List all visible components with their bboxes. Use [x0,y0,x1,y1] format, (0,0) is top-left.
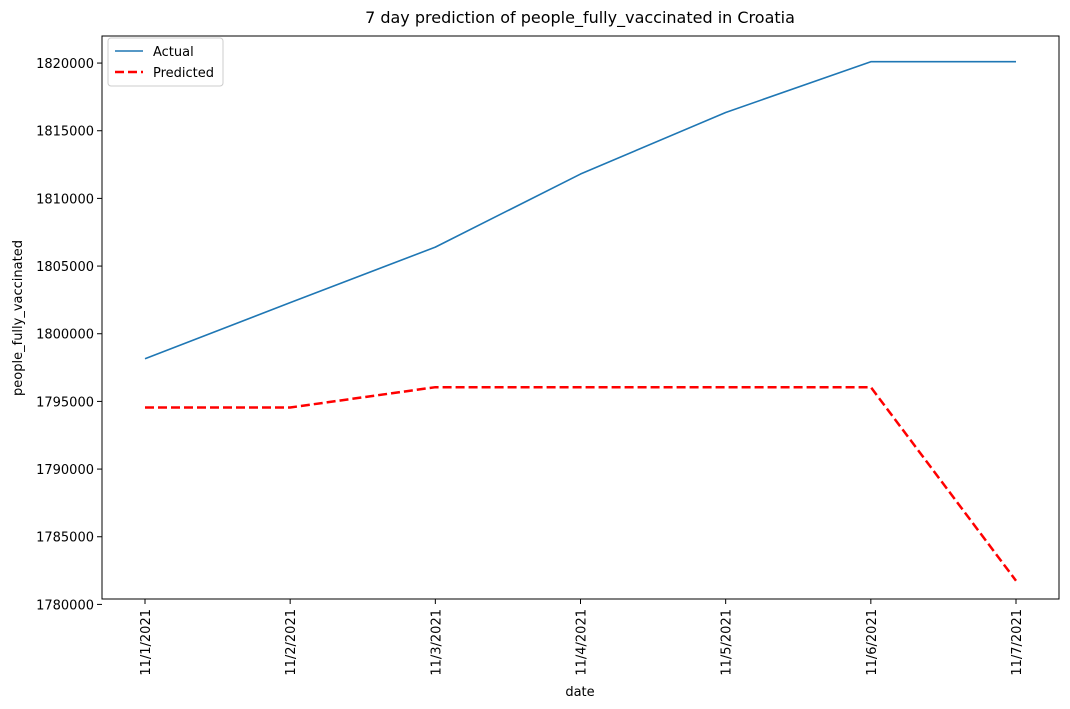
x-tick-label: 11/3/2021 [429,609,444,676]
y-tick-label: 1790000 [36,463,94,478]
y-tick-label: 1820000 [36,57,94,72]
legend: Actual Predicted [107,37,224,87]
plot-area-frame [101,35,1060,600]
y-tick-label: 1800000 [36,328,94,343]
x-tick-label: 11/5/2021 [720,609,735,676]
x-tick-label: 11/2/2021 [284,609,299,676]
y-tick-label: 1805000 [36,260,94,275]
y-tick-label: 1785000 [36,531,94,546]
y-tick-label: 1795000 [36,395,94,410]
chart-title: 7 day prediction of people_fully_vaccina… [365,8,795,28]
series-line-actual [144,60,1016,360]
y-axis-title: people_fully_vaccinated [11,240,26,396]
y-tick-label: 1815000 [36,125,94,140]
legend-label-predicted: Predicted [153,66,214,81]
x-axis: 11/1/2021 11/2/2021 11/3/2021 11/4/2021 11/5… [139,599,1025,676]
y-axis: 1780000 1785000 1790000 1795000 1800000 18050… [36,57,102,613]
legend-frame [107,37,224,87]
y-tick-label: 1810000 [36,192,94,207]
legend-label-actual: Actual [153,45,194,60]
x-axis-title: date [565,685,594,700]
series-line-predicted [145,385,1017,582]
series-layer [144,60,1017,582]
x-tick-label: 11/4/2021 [575,609,590,676]
y-tick-label: 1780000 [36,598,94,613]
x-tick-label: 11/1/2021 [139,609,154,676]
x-tick-label: 11/6/2021 [865,609,880,676]
x-tick-label: 11/7/2021 [1010,609,1025,676]
